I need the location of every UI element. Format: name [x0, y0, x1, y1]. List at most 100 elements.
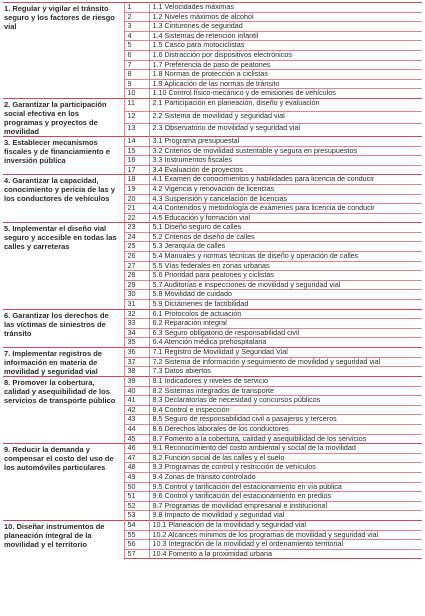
action-number: 6 — [123, 49, 150, 61]
action-number: 34 — [123, 327, 150, 338]
action-number: 57 — [123, 548, 150, 560]
table-row: 45 8.7 Fomento a la cobertura, calidad y … — [3, 433, 422, 444]
objective-title: 8. Promover la cobertura, calidad y aseq… — [3, 375, 124, 444]
action-title: 2.3 Observatorio de movilidad y segurida… — [149, 123, 422, 137]
action-title: 4.2 Vigencia y renovación de licencias — [149, 183, 422, 194]
action-number: 14 — [123, 135, 150, 147]
table-row: 2. Garantizar la participación social ef… — [3, 97, 422, 137]
action-title: 9.8 Impacto de movilidad y seguridad via… — [149, 510, 422, 521]
objectives-table: 1. Regular y vigilar el tránsito seguro … — [3, 2, 422, 560]
action-number: 1 — [123, 2, 150, 13]
action-title: 4.3 Suspensión y cancelación de licencia… — [149, 193, 422, 204]
action-title: 4.4 Contenidos y metodología de exámenes… — [149, 203, 422, 214]
table-row: 35 6.4 Atención médica prehospitalaria — [3, 337, 422, 348]
action-title: 3.1 Programa presupuestal — [149, 135, 422, 147]
table-row: 3 1.3 Cinturones de seguridad — [3, 21, 422, 32]
action-title: 9.2 Función social de las calles y el su… — [149, 452, 422, 463]
action-number: 17 — [123, 164, 150, 175]
action-number: 47 — [123, 452, 150, 463]
action-number: 23 — [123, 222, 150, 233]
action-number: 42 — [123, 404, 150, 415]
table-row: 6. Garantizar los derechos de las víctim… — [3, 308, 422, 348]
table-row: 52 9.7 Programas de movilidad empresarial… — [3, 500, 422, 511]
table-row: 2 1.2 Niveles máximos de alcohol — [3, 11, 422, 22]
table-row: 49 9.4 Zonas de tránsito controlado — [3, 471, 422, 483]
action-number: 18 — [123, 174, 150, 185]
action-title: 9.3 Programas de control y restricción d… — [149, 462, 422, 473]
table-row: 25 5.3 Jerarquía de calles — [3, 241, 422, 252]
action-number: 10 — [123, 88, 150, 99]
action-title: 5.5 Vías federales en zonas urbanas — [149, 260, 422, 271]
objective-title: 2. Garantizar la participación social ef… — [3, 97, 124, 137]
action-title: 1.1 Velocidades máximas — [149, 2, 422, 13]
table-row: 10 1.10 Control físico-mecánico y de emis… — [3, 88, 422, 99]
action-number: 4 — [123, 30, 150, 41]
action-number: 36 — [123, 347, 150, 358]
action-number: 15 — [123, 145, 150, 156]
objective-title: 3. Establecer mecanismos fiscales y de f… — [3, 135, 124, 175]
action-title: 5.8 Movilidad de cuidado — [149, 289, 422, 300]
action-number: 48 — [123, 462, 150, 473]
table-row: 17 3.4 Evaluación de proyectos — [3, 164, 422, 175]
action-title: 6.3 Seguro obligatorio de responsabilida… — [149, 327, 422, 338]
action-title: 9.6 Control y tarificación del estaciona… — [149, 491, 422, 502]
action-title: 8.7 Fomento a la cobertura, calidad y as… — [149, 433, 422, 444]
action-title: 1.9 Aplicación de las normas de tránsito — [149, 78, 422, 89]
action-number: 24 — [123, 231, 150, 242]
action-title: 4.5 Educación y formación vial — [149, 212, 422, 223]
table-row: 33 6.2 Reparación integral — [3, 318, 422, 329]
objective-title: 4. Garantizar la capacidad, conocimiento… — [3, 174, 124, 223]
action-number: 27 — [123, 260, 150, 271]
table-row: 30 5.8 Movilidad de cuidado — [3, 289, 422, 300]
table-row: 42 8.4 Control e inspección — [3, 404, 422, 415]
table-row: 38 7.3 Datos abiertos — [3, 366, 422, 377]
action-title: 8.2 Sistemas integrados de transporte — [149, 385, 422, 396]
action-number: 53 — [123, 510, 150, 521]
table-row: 8. Promover la cobertura, calidad y aseq… — [3, 375, 422, 444]
action-number: 13 — [123, 123, 150, 137]
table-row: 13 2.3 Observatorio de movilidad y seguri… — [3, 123, 422, 137]
action-title: 1.7 Preferencia de paso de peatones — [149, 59, 422, 70]
table-row: 28 5.6 Prioridad para peatones y ciclista… — [3, 270, 422, 281]
action-title: 3.2 Criterios de movilidad sustentable y… — [149, 145, 422, 156]
action-number: 55 — [123, 529, 150, 540]
table-row: 4. Garantizar la capacidad, conocimiento… — [3, 174, 422, 223]
table-row: 56 10.3 Integración de la movilidad y el … — [3, 539, 422, 550]
action-number: 39 — [123, 376, 150, 387]
table-row: 15 3.2 Criterios de movilidad sustentable… — [3, 145, 422, 156]
action-title: 6.4 Atención médica prehospitalaria — [149, 337, 422, 348]
action-title: 5.7 Auditorías e inspecciones de movilid… — [149, 279, 422, 290]
action-title: 1.10 Control físico-mecánico y de emisio… — [149, 88, 422, 99]
action-number: 12 — [123, 110, 150, 124]
action-title: 1.2 Niveles máximos de alcohol — [149, 11, 422, 22]
action-title: 1.6 Distracción por dispositivos electró… — [149, 49, 422, 61]
action-title: 10.4 Fomento a la proximidad urbana — [149, 548, 422, 560]
action-number: 38 — [123, 366, 150, 377]
action-title: 5.3 Jerarquía de calles — [149, 241, 422, 252]
objective-title: 10. Diseñar instrumentos de planeación i… — [3, 519, 124, 559]
table-row: 5. Implementar el diseño vial seguro y a… — [3, 222, 422, 310]
action-title: 1.5 Casco para motociclistas — [149, 40, 422, 51]
table-row: 47 9.2 Función social de las calles y el … — [3, 452, 422, 463]
action-number: 52 — [123, 500, 150, 511]
table-row: 43 8.5 Seguro de responsabilidad civil a … — [3, 414, 422, 425]
action-title: 9.5 Control y tarificación del estaciona… — [149, 481, 422, 492]
action-number: 35 — [123, 337, 150, 348]
table-row: 1. Regular y vigilar el tránsito seguro … — [3, 2, 422, 99]
action-title: 6.1 Protocolos de actuación — [149, 308, 422, 319]
action-number: 22 — [123, 212, 150, 223]
table-row: 50 9.5 Control y tarificación del estacio… — [3, 481, 422, 492]
action-title: 7.3 Datos abiertos — [149, 366, 422, 377]
table-row: 7 1.7 Preferencia de paso de peatones — [3, 59, 422, 70]
action-title: 10.1 Planeación de la movilidad y seguri… — [149, 519, 422, 530]
table-row: 41 8.3 Declaratorias de necesidad y concu… — [3, 395, 422, 406]
table-row: 10. Diseñar instrumentos de planeación i… — [3, 519, 422, 559]
table-row: 9. Reducir la demanda y compensar el cos… — [3, 443, 422, 521]
action-title: 9.1 Reconocimiento del costo ambiental y… — [149, 443, 422, 454]
action-title: 5.2 Criterios de diseño de calles — [149, 231, 422, 242]
action-number: 37 — [123, 356, 150, 367]
table-row: 24 5.2 Criterios de diseño de calles — [3, 231, 422, 242]
action-title: 5.1 Diseño seguro de calles — [149, 222, 422, 233]
table-row: 22 4.5 Educación y formación vial — [3, 212, 422, 223]
action-number: 50 — [123, 481, 150, 492]
